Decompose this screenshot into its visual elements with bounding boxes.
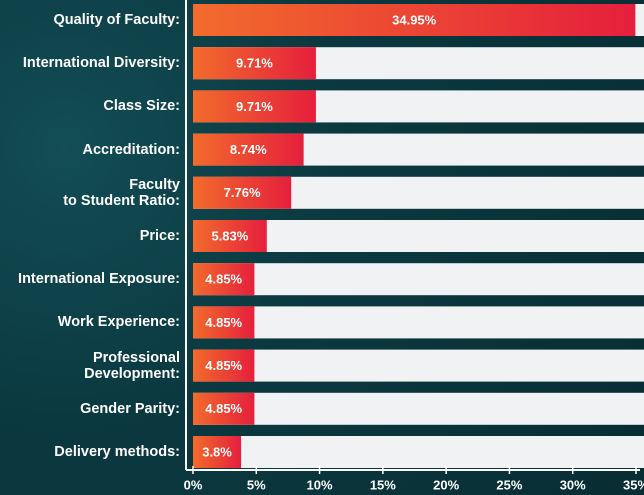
bar bbox=[193, 306, 255, 339]
category-label: Work Experience: bbox=[57, 314, 180, 331]
value-label: 4.85% bbox=[205, 315, 242, 330]
bar bbox=[193, 90, 316, 123]
x-tick-label: 30% bbox=[560, 477, 586, 492]
x-tick-label: 5% bbox=[247, 477, 266, 492]
x-tick-label: 15% bbox=[370, 477, 396, 492]
bar-track bbox=[193, 306, 644, 339]
category-label: International Diversity: bbox=[22, 55, 180, 72]
value-label: 9.71% bbox=[236, 99, 273, 114]
value-label: 9.71% bbox=[236, 56, 273, 71]
category-label: Quality of Faculty: bbox=[53, 12, 181, 28]
x-tick-label: 20% bbox=[433, 477, 459, 492]
value-label: 4.85% bbox=[205, 272, 242, 287]
category-label: Professional Development: bbox=[84, 349, 180, 382]
bar-track bbox=[193, 220, 644, 252]
bar bbox=[193, 176, 292, 209]
bar bbox=[193, 133, 304, 166]
bar-track bbox=[193, 263, 644, 296]
bar-track bbox=[193, 392, 644, 425]
value-label: 5.83% bbox=[211, 228, 248, 243]
bar bbox=[193, 349, 255, 382]
value-label: 3.8% bbox=[202, 444, 232, 459]
x-tick-label: 0% bbox=[184, 477, 203, 492]
x-tick-label: 25% bbox=[496, 477, 522, 492]
bar bbox=[193, 220, 267, 252]
category-label: Faculty to Student Ratio: bbox=[63, 176, 180, 209]
bar bbox=[193, 47, 316, 80]
x-tick-label: 35% bbox=[623, 477, 644, 492]
bar-track bbox=[193, 349, 644, 382]
value-label: 4.85% bbox=[205, 401, 242, 416]
bar bbox=[193, 263, 255, 296]
category-label: International Exposure: bbox=[18, 271, 180, 288]
category-label: Delivery methods: bbox=[54, 444, 180, 460]
category-label: Accreditation: bbox=[82, 141, 181, 158]
category-label: Price: bbox=[139, 228, 180, 244]
value-label: 8.74% bbox=[230, 142, 267, 157]
value-label: 34.95% bbox=[392, 12, 437, 27]
bar bbox=[193, 436, 242, 468]
bar-track bbox=[193, 436, 644, 468]
value-label: 7.76% bbox=[224, 185, 261, 200]
category-label: Class Size: bbox=[103, 98, 180, 115]
bar bbox=[193, 392, 255, 425]
category-label: Gender Parity: bbox=[80, 400, 180, 417]
x-tick-label: 10% bbox=[307, 477, 333, 492]
bar bbox=[193, 4, 636, 36]
value-label: 4.85% bbox=[205, 358, 242, 373]
